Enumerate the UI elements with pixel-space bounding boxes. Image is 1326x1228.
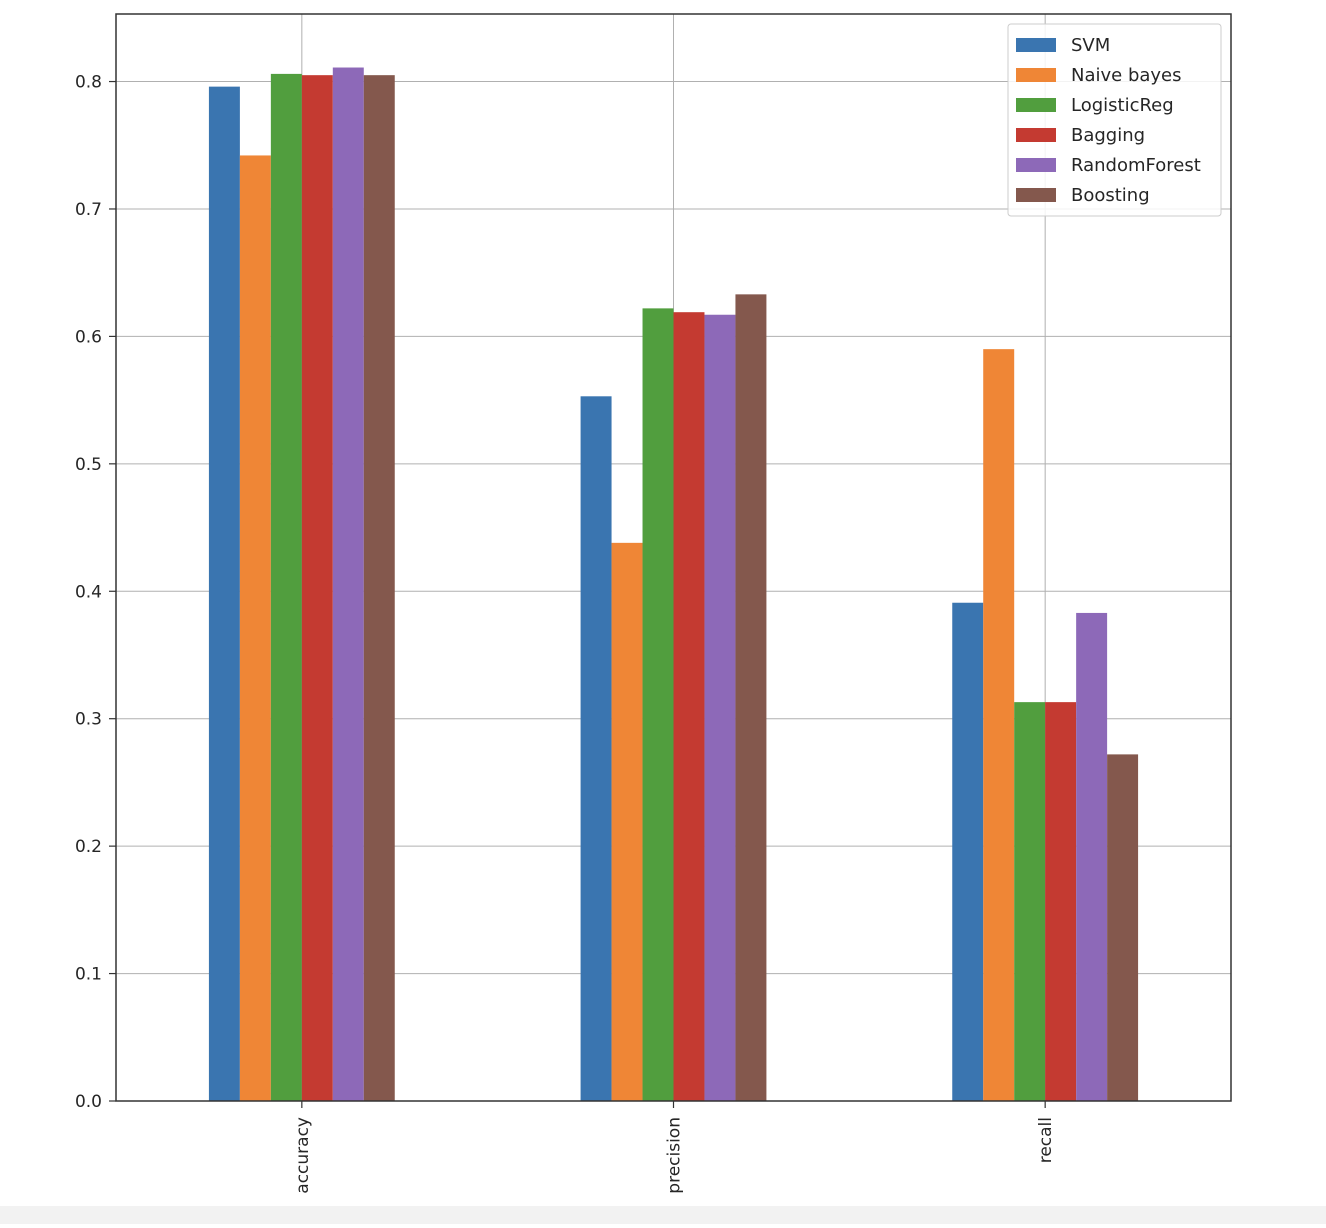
y-tick-label: 0.3 — [75, 710, 102, 730]
legend-box — [1007, 23, 1222, 217]
x-tick-label-recall: recall — [1036, 1117, 1056, 1163]
bar-precision-bagging — [673, 312, 705, 1101]
y-tick-label: 0.8 — [75, 73, 102, 93]
bar-precision-boosting — [735, 294, 767, 1101]
bars — [208, 67, 1139, 1102]
legend-swatch-bagging — [1016, 128, 1056, 142]
y-tick-label: 0.2 — [75, 837, 102, 857]
bar-accuracy-randomforest — [332, 67, 364, 1101]
bottom-strip — [0, 1206, 1326, 1224]
y-tick-label: 0.6 — [75, 327, 102, 347]
legend-label: SVM — [1071, 35, 1110, 56]
y-tick-label: 0.1 — [75, 965, 102, 985]
legend-swatch-naive-bayes — [1016, 68, 1056, 82]
legend-swatch-boosting — [1016, 188, 1056, 202]
y-tick-label: 0.5 — [75, 455, 102, 475]
y-tick-label: 0.0 — [75, 1092, 102, 1112]
legend-swatch-svm — [1016, 38, 1056, 52]
legend-swatch-randomforest — [1016, 158, 1056, 172]
bar-accuracy-bagging — [301, 75, 333, 1102]
legend-swatch-logisticreg — [1016, 98, 1056, 112]
legend-label: Naive bayes — [1071, 65, 1182, 86]
bar-precision-naive-bayes — [611, 542, 643, 1101]
bar-accuracy-logisticreg — [270, 73, 302, 1102]
bar-recall-svm — [952, 602, 984, 1101]
legend-label: Bagging — [1071, 125, 1145, 146]
legend-label: LogisticReg — [1071, 95, 1174, 116]
legend: SVM Naive bayes LogisticReg Bagging RandomFo… — [1007, 23, 1222, 217]
bar-accuracy-naive-bayes — [239, 155, 271, 1101]
y-tick-label: 0.7 — [75, 200, 102, 220]
bar-recall-bagging — [1045, 702, 1077, 1101]
bar-precision-logisticreg — [642, 308, 674, 1102]
bar-precision-svm — [580, 396, 612, 1102]
legend-label: Boosting — [1071, 185, 1150, 206]
y-tick-label: 0.4 — [75, 582, 102, 602]
bar-recall-logisticreg — [1014, 702, 1046, 1101]
bar-accuracy-svm — [208, 86, 240, 1101]
bar-precision-randomforest — [704, 314, 736, 1101]
legend-label: RandomForest — [1071, 155, 1201, 176]
bar-accuracy-boosting — [363, 75, 395, 1102]
ticks: 0.0 0.1 0.2 0.3 0.4 0.5 0.6 0.7 0.8 accuracy preci… — [75, 73, 1056, 1194]
bar-recall-randomforest — [1076, 612, 1108, 1101]
x-tick-label-accuracy: accuracy — [293, 1117, 313, 1194]
x-tick-label-precision: precision — [665, 1117, 685, 1194]
bar-recall-naive-bayes — [983, 349, 1015, 1101]
bar-recall-boosting — [1107, 754, 1139, 1101]
